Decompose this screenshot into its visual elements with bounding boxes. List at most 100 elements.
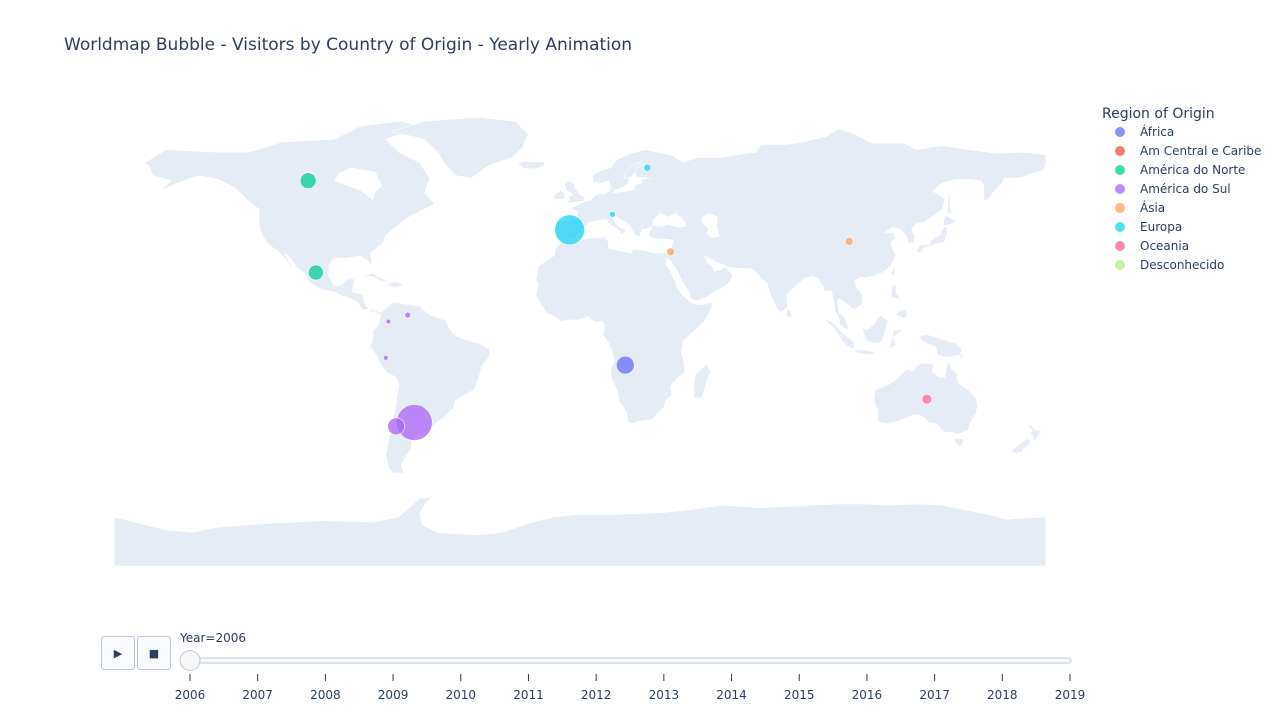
- slider-tick-label[interactable]: 2016: [852, 688, 883, 702]
- land-sri-lanka: [785, 307, 793, 319]
- chart-title: Worldmap Bubble - Visitors by Country of…: [64, 35, 632, 55]
- legend: Region of Origin África Am Central e Cari…: [1102, 106, 1261, 272]
- slider-tick-label[interactable]: 2010: [445, 688, 476, 702]
- legend-marker: [1115, 184, 1125, 194]
- land-tasmania: [954, 438, 965, 447]
- land-north-america: [144, 120, 436, 313]
- land-greenland: [389, 116, 529, 179]
- bubble-point[interactable]: [382, 354, 389, 361]
- land-java: [852, 349, 878, 356]
- stop-button[interactable]: ■: [137, 636, 171, 670]
- stop-icon: ■: [148, 646, 160, 660]
- legend-item[interactable]: América do Sul: [1115, 182, 1231, 196]
- water-black-sea: [652, 213, 688, 228]
- legend-marker: [1115, 241, 1125, 251]
- bubble-point[interactable]: [554, 214, 585, 246]
- legend-item[interactable]: Ásia: [1115, 200, 1165, 215]
- bubble-point[interactable]: [844, 237, 854, 246]
- legend-item[interactable]: Oceania: [1115, 239, 1189, 253]
- bubble-point[interactable]: [428, 393, 431, 395]
- land-iceland: [517, 160, 546, 170]
- land-africa: [535, 236, 713, 425]
- bubble-point[interactable]: [404, 311, 412, 319]
- legend-label: Ásia: [1140, 200, 1165, 215]
- land-new-guinea: [918, 334, 969, 361]
- legend-label: Europa: [1140, 220, 1182, 234]
- bubble-point[interactable]: [666, 247, 675, 257]
- legend-title: Region of Origin: [1102, 106, 1215, 122]
- bubble-point[interactable]: [308, 264, 324, 281]
- slider-tick-label[interactable]: 2009: [378, 688, 409, 702]
- play-icon: ▶: [113, 646, 123, 660]
- legend-item[interactable]: África: [1115, 124, 1174, 139]
- slider-tick-label[interactable]: 2012: [581, 688, 612, 702]
- water-hudson-bay: [334, 167, 382, 201]
- land-antarctica: [113, 496, 1047, 567]
- legend-marker: [1115, 203, 1125, 213]
- land-ireland: [553, 189, 565, 201]
- slider-tick-label[interactable]: 2015: [784, 688, 815, 702]
- land-hokkaido: [941, 215, 958, 227]
- land-uk: [564, 181, 585, 204]
- legend-label: América do Sul: [1140, 182, 1231, 196]
- slider-tick-label[interactable]: 2018: [987, 688, 1018, 702]
- slider-handle[interactable]: [179, 650, 201, 671]
- slider-rail[interactable]: [183, 657, 1072, 664]
- legend-marker: [1115, 165, 1125, 175]
- land-philippines-mindanao: [895, 308, 908, 320]
- legend-item[interactable]: Desconhecido: [1115, 258, 1224, 272]
- slider-tick-label[interactable]: 2007: [242, 688, 273, 702]
- year-slider[interactable]: Year=2006 2006 2007 2008 2009 2010 2011 2012 20…: [175, 631, 1086, 702]
- bubble-point[interactable]: [921, 393, 933, 405]
- water-baltic-sea: [613, 172, 653, 194]
- legend-label: Desconhecido: [1140, 258, 1224, 272]
- land-taiwan: [890, 267, 897, 277]
- world-map[interactable]: [113, 116, 1047, 567]
- water-persian-gulf: [705, 256, 726, 271]
- land-madagascar: [693, 363, 712, 399]
- slider-tick-label[interactable]: 2008: [310, 688, 341, 702]
- bubble-point[interactable]: [615, 355, 635, 375]
- land-eurasia: [556, 128, 1047, 330]
- land-layer: [113, 116, 1047, 567]
- legend-marker: [1115, 146, 1125, 156]
- slider-tick-label[interactable]: 2019: [1055, 688, 1086, 702]
- land-cuba: [359, 272, 389, 283]
- slider-tick-label[interactable]: 2006: [175, 688, 206, 702]
- legend-item[interactable]: Am Central e Caribe: [1115, 144, 1261, 158]
- slider-tick-label[interactable]: 2014: [716, 688, 747, 702]
- land-sulawesi: [889, 328, 905, 349]
- land-sumatra: [825, 318, 855, 349]
- land-philippines-luzon: [890, 285, 902, 301]
- legend-label: África: [1140, 124, 1174, 139]
- legend-label: Am Central e Caribe: [1140, 144, 1261, 158]
- bubble-point[interactable]: [609, 211, 616, 218]
- land-borneo: [861, 315, 889, 344]
- water-mediterranean-mask: [565, 215, 674, 254]
- bubble-layer: [299, 163, 933, 441]
- slider-tick-label[interactable]: 2013: [649, 688, 680, 702]
- slider-tick-label[interactable]: 2017: [919, 688, 950, 702]
- land-japan: [916, 225, 948, 254]
- legend-label: Oceania: [1140, 239, 1189, 253]
- land-new-zealand-s: [1010, 437, 1032, 455]
- land-hispaniola: [386, 281, 404, 288]
- legend-item[interactable]: América do Norte: [1115, 163, 1245, 177]
- land-sakhalin: [947, 193, 952, 215]
- legend-marker: [1115, 127, 1125, 137]
- legend-label: América do Norte: [1140, 163, 1245, 177]
- water-caspian-sea: [701, 213, 720, 239]
- bubble-point[interactable]: [387, 417, 406, 436]
- legend-marker: [1115, 260, 1125, 270]
- water-red-sea-mask: [664, 256, 693, 301]
- land-new-zealand-n: [1026, 422, 1043, 441]
- slider-current-label: Year=2006: [179, 631, 246, 645]
- legend-marker: [1115, 222, 1125, 232]
- bubble-point[interactable]: [299, 172, 317, 189]
- play-button[interactable]: ▶: [101, 636, 135, 670]
- bubble-point[interactable]: [385, 318, 392, 325]
- legend-item[interactable]: Europa: [1115, 220, 1182, 234]
- slider-tick-label[interactable]: 2011: [513, 688, 544, 702]
- bubble-point[interactable]: [643, 163, 652, 172]
